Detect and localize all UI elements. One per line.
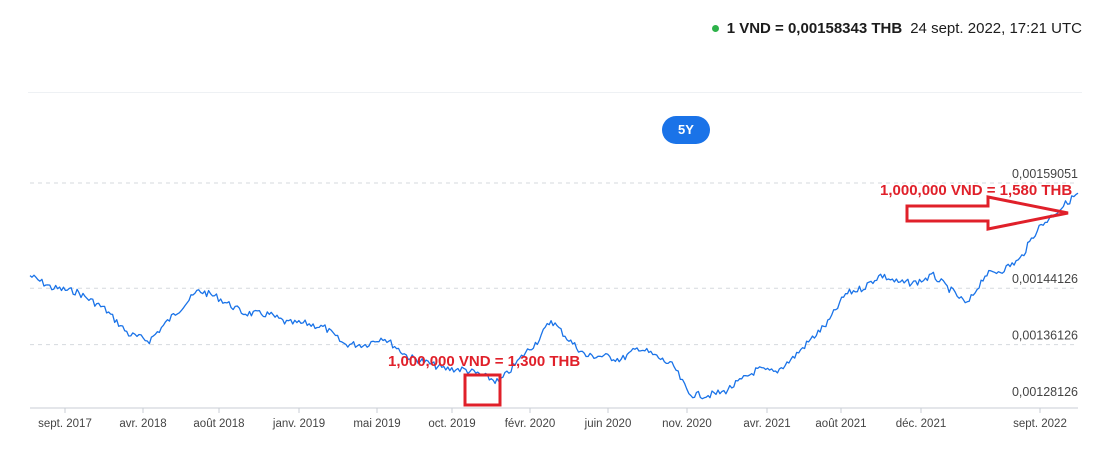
x-tick-label: déc. 2021 [896, 418, 947, 430]
y-tick-label: 0,00144126 [1012, 272, 1078, 286]
exchange-rate: 1 VND = 0,00158343 THB [726, 20, 903, 37]
annotation-label-high: 1,000,000 VND = 1,580 THB [880, 182, 1072, 199]
x-tick-label: avr. 2018 [119, 418, 166, 430]
y-tick-label: 0,00159051 [1012, 167, 1078, 181]
live-status-dot [711, 25, 719, 32]
y-tick-label: 0,00136126 [1012, 329, 1078, 343]
x-tick-label: juin 2020 [584, 418, 632, 430]
rate-header: 1 VND = 0,00158343 THB 24 sept. 2022, 17… [711, 20, 1082, 37]
series-line [29, 192, 1079, 400]
x-tick-label: nov. 2020 [662, 418, 712, 430]
header-divider [28, 92, 1082, 93]
rate-timestamp: 24 sept. 2022, 17:21 UTC [910, 20, 1082, 37]
x-tick-label: mai 2019 [353, 418, 400, 430]
x-tick-label: oct. 2019 [428, 418, 475, 430]
x-tick-label: sept. 2022 [1013, 418, 1067, 430]
annotation-label-low: 1,000,000 VND = 1,300 THB [388, 353, 580, 370]
x-tick-label: févr. 2020 [505, 418, 556, 430]
y-tick-label: 0,00128126 [1012, 385, 1078, 399]
x-tick-label: janv. 2019 [272, 418, 325, 430]
x-tick-label: août 2018 [193, 418, 244, 430]
x-tick-label: sept. 2017 [38, 418, 92, 430]
annotation-arrow [905, 195, 1069, 231]
x-tick-label: août 2021 [815, 418, 866, 430]
annotation-box [463, 373, 502, 407]
period-5y-button[interactable]: 5Y [662, 116, 710, 144]
x-tick-label: avr. 2021 [743, 418, 790, 430]
